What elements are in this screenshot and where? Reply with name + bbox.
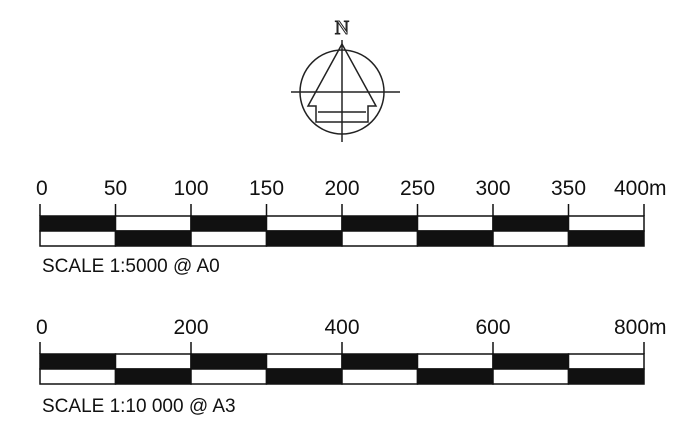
scale-bar-segment [265,368,343,385]
scale-bar-segment [416,368,494,385]
north-arrow: N [291,17,400,142]
scale-caption: SCALE 1:5000 @ A0 [42,256,220,277]
scale-bar-segment [567,368,645,385]
scale-bar-segment [492,353,570,370]
tick-label: 600 [475,316,510,339]
scale-bar-segment [416,215,494,232]
scale-bar-segment [190,230,268,247]
scale-bar-segment [265,215,343,232]
tick-label: 100 [173,177,208,200]
scale-bar-segment [114,215,192,232]
scale-bar-segment [341,353,419,370]
scale-bar-segment [341,368,419,385]
scale-bar-segment [265,353,343,370]
tick-label: 400m [614,177,667,200]
scale-bar-segment [265,230,343,247]
scale-bar-segment [567,215,645,232]
scale-bar-segment [341,230,419,247]
tick-label: 150 [249,177,284,200]
tick-label: 800m [614,316,667,339]
tick-label: 200 [173,316,208,339]
scale-bar-1: 0 50 100 150 200 250 300 350 400m SCALE 1:5000 @… [36,177,667,277]
tick-label: 200 [324,177,359,200]
scale-bar-segment [416,353,494,370]
tick-label: 250 [400,177,435,200]
scale-bar-segment [567,230,645,247]
scale-bar-segment [492,215,570,232]
north-letter: N [335,17,349,39]
scale-bar-segment [190,353,268,370]
scale-bar-segment [416,230,494,247]
scale-bar-segment [114,368,192,385]
scale-bar-segment [190,215,268,232]
tick-label: 50 [104,177,127,200]
tick-label: 350 [551,177,586,200]
scale-bar-segment [341,215,419,232]
scale-bar-segment [114,353,192,370]
scale-bar-segment [190,368,268,385]
tick-label: 300 [475,177,510,200]
scale-bar-segment [114,230,192,247]
scale-bar-2: 0 200 400 600 800m SCALE 1:10 000 @ A3 [36,316,667,417]
tick-label: 400 [324,316,359,339]
north-arrow-symbol-icon [291,40,400,142]
scale-bar-segment [39,230,117,247]
scale-bar-segment [492,368,570,385]
scale-bar-segment [39,368,117,385]
tick-label: 0 [36,316,48,339]
scale-bar-segment [492,230,570,247]
scale-bar-segment [567,353,645,370]
scale-bar-segment [39,353,117,370]
tick-label: 0 [36,177,48,200]
scale-bar-segment [39,215,117,232]
scale-caption: SCALE 1:10 000 @ A3 [42,396,236,417]
